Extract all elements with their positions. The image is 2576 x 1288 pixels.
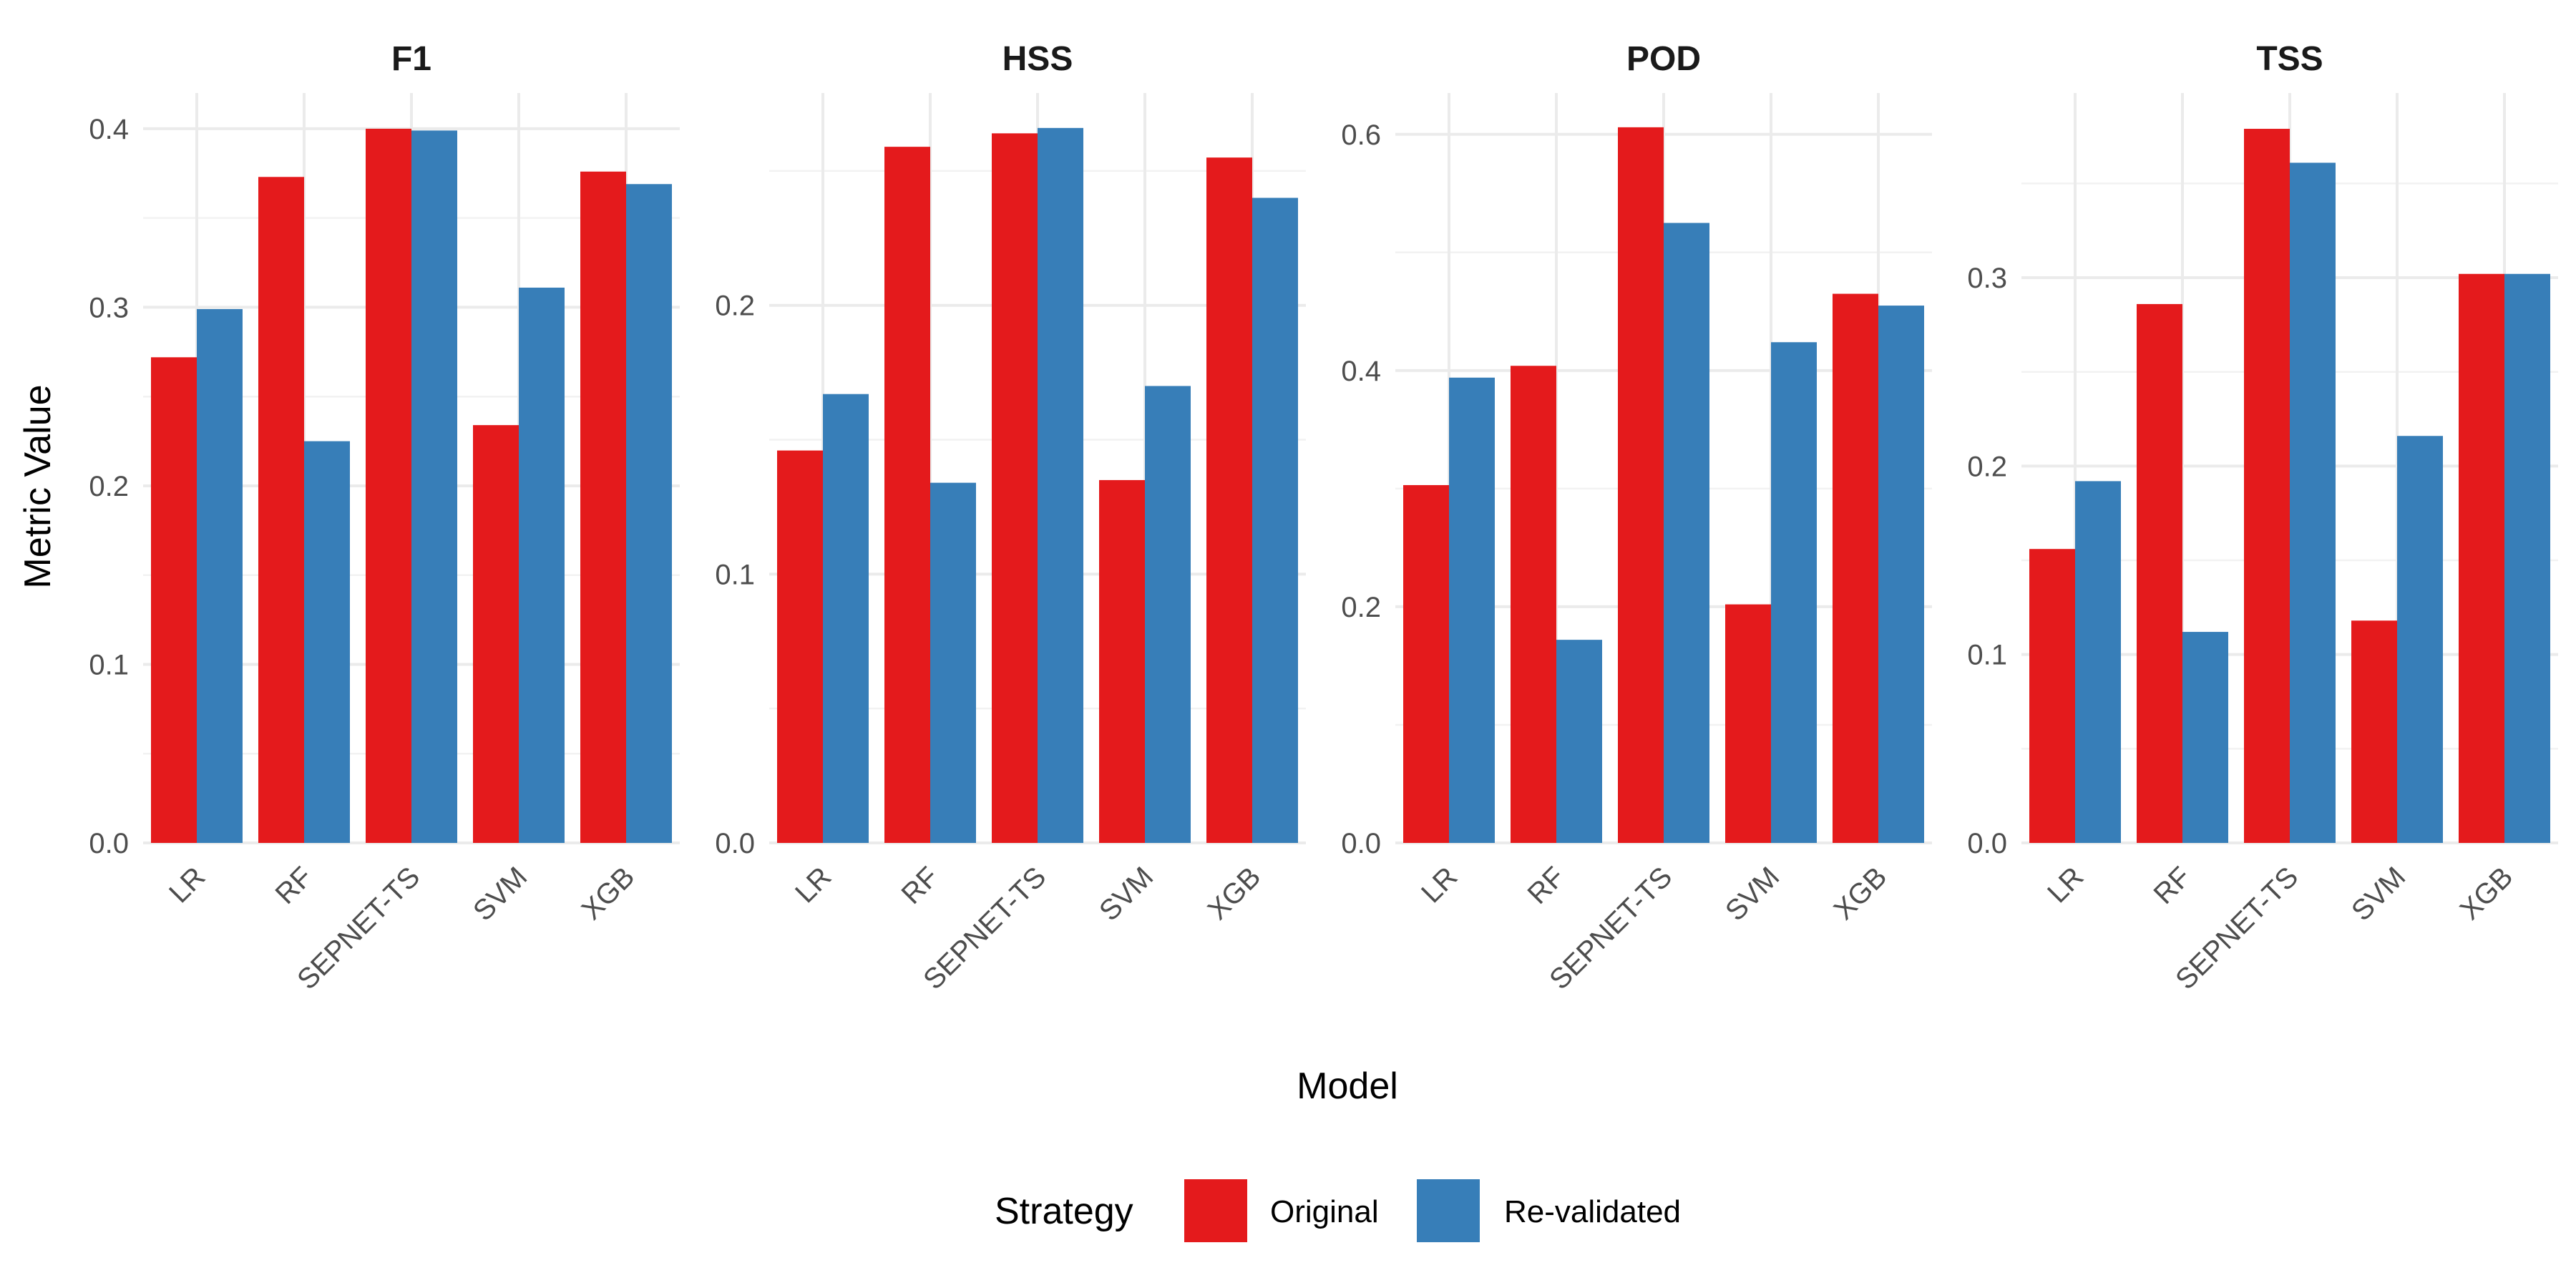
y-tick-label: 0.2 — [1967, 451, 2007, 482]
bar-pod-sepnet-ts-original — [1618, 127, 1664, 843]
bar-f1-xgb-original — [580, 171, 626, 844]
bar-f1-svm-original — [473, 425, 519, 843]
bar-hss-xgb-re-validated — [1252, 197, 1298, 843]
legend-title: Strategy — [995, 1191, 1133, 1232]
bar-hss-rf-re-validated — [930, 482, 976, 843]
bar-tss-sepnet-ts-original — [2244, 129, 2290, 843]
bar-f1-lr-original — [151, 357, 197, 843]
bar-tss-xgb-original — [2459, 273, 2504, 843]
legend: Strategy Original Re-validated — [995, 1179, 1681, 1242]
bar-f1-sepnet-ts-original — [366, 128, 411, 843]
bar-pod-svm-original — [1725, 604, 1771, 843]
panel-title: HSS — [1002, 40, 1073, 78]
y-tick-label: 0.1 — [715, 559, 755, 590]
y-tick-label: 0.4 — [89, 114, 129, 145]
legend-swatch-re-validated — [1417, 1179, 1480, 1242]
y-tick-label: 0.3 — [89, 292, 129, 323]
y-tick-label: 0.2 — [89, 471, 129, 502]
panel-title: F1 — [391, 40, 431, 78]
bar-f1-sepnet-ts-re-validated — [411, 130, 457, 843]
y-tick-label: 0.0 — [715, 828, 755, 859]
bar-tss-rf-original — [2137, 303, 2182, 844]
bar-tss-rf-re-validated — [2182, 632, 2228, 843]
panel-title: TSS — [2256, 40, 2323, 78]
y-tick-label: 0.0 — [1967, 828, 2007, 859]
bar-tss-sepnet-ts-re-validated — [2290, 162, 2336, 844]
bar-tss-xgb-re-validated — [2504, 273, 2550, 843]
bar-pod-svm-re-validated — [1771, 342, 1817, 844]
x-axis-title: Model — [1297, 1065, 1398, 1107]
y-tick-label: 0.6 — [1341, 119, 1381, 151]
y-tick-label: 0.2 — [1341, 592, 1381, 623]
bar-f1-svm-re-validated — [519, 287, 565, 843]
bar-hss-svm-re-validated — [1145, 386, 1191, 843]
bar-hss-svm-original — [1099, 479, 1145, 843]
legend-swatch-original — [1184, 1179, 1247, 1242]
y-axis-title: Metric Value — [17, 384, 59, 588]
bar-hss-xgb-original — [1206, 157, 1252, 844]
bar-tss-svm-original — [2351, 620, 2397, 843]
bar-hss-rf-original — [884, 147, 930, 844]
bar-f1-rf-re-validated — [304, 441, 350, 843]
bar-hss-lr-re-validated — [823, 394, 869, 843]
bar-f1-rf-original — [258, 177, 304, 843]
y-tick-label: 0.1 — [1967, 640, 2007, 671]
bar-hss-sepnet-ts-original — [992, 133, 1038, 843]
legend-label-re-validated: Re-validated — [1504, 1194, 1681, 1229]
bar-tss-lr-re-validated — [2075, 481, 2121, 843]
bar-hss-lr-original — [777, 450, 823, 843]
bar-f1-lr-re-validated — [197, 308, 243, 843]
y-tick-label: 0.0 — [89, 828, 129, 859]
bar-pod-sepnet-ts-re-validated — [1664, 223, 1709, 843]
bar-pod-lr-re-validated — [1449, 377, 1495, 843]
bar-tss-svm-re-validated — [2397, 436, 2443, 843]
legend-label-original: Original — [1270, 1194, 1379, 1229]
bar-pod-rf-re-validated — [1556, 640, 1602, 843]
bar-pod-rf-original — [1511, 366, 1556, 843]
y-tick-label: 0.2 — [715, 291, 755, 322]
bar-pod-xgb-re-validated — [1878, 306, 1924, 843]
bar-pod-xgb-original — [1833, 293, 1878, 844]
bar-f1-xgb-re-validated — [626, 184, 672, 843]
panel-title: POD — [1626, 40, 1701, 78]
y-tick-label: 0.3 — [1967, 263, 2007, 294]
y-tick-label: 0.4 — [1341, 356, 1381, 387]
bar-tss-lr-original — [2029, 549, 2075, 843]
y-tick-label: 0.0 — [1341, 828, 1381, 859]
y-tick-label: 0.1 — [89, 649, 129, 680]
bar-pod-lr-original — [1403, 484, 1449, 843]
bar-hss-sepnet-ts-re-validated — [1038, 127, 1083, 843]
